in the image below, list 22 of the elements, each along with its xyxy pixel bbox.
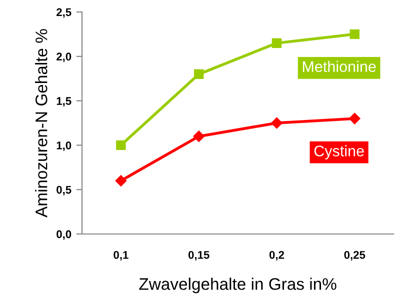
y-tick-label: 1,5 [56,97,72,107]
point [193,130,204,142]
y-tick-label: 2,5 [56,8,72,18]
point [349,112,360,124]
y-tick-label: 2,0 [56,52,72,62]
x-tick-label: 0,15 [188,250,210,260]
point [194,69,204,80]
point [350,29,360,40]
y-tick-label: 0,5 [56,186,72,196]
series-label: Cystine [314,145,364,160]
y-tick-label: 1,0 [56,141,72,151]
point [116,140,126,150]
x-tick-label: 0,25 [344,250,366,260]
y-axis-title: Aminozuren-N Gehalte % [35,29,48,218]
point [271,117,282,129]
series-label: Methionine [302,60,376,72]
x-tick-label: 0,1 [114,250,128,260]
y-tick-label: 0,0 [56,230,72,240]
x-axis-title: Zwavelgehalte in Gras in% [139,278,336,294]
point [115,175,127,186]
x-tick-label: 0,2 [269,250,284,260]
point [272,38,282,48]
